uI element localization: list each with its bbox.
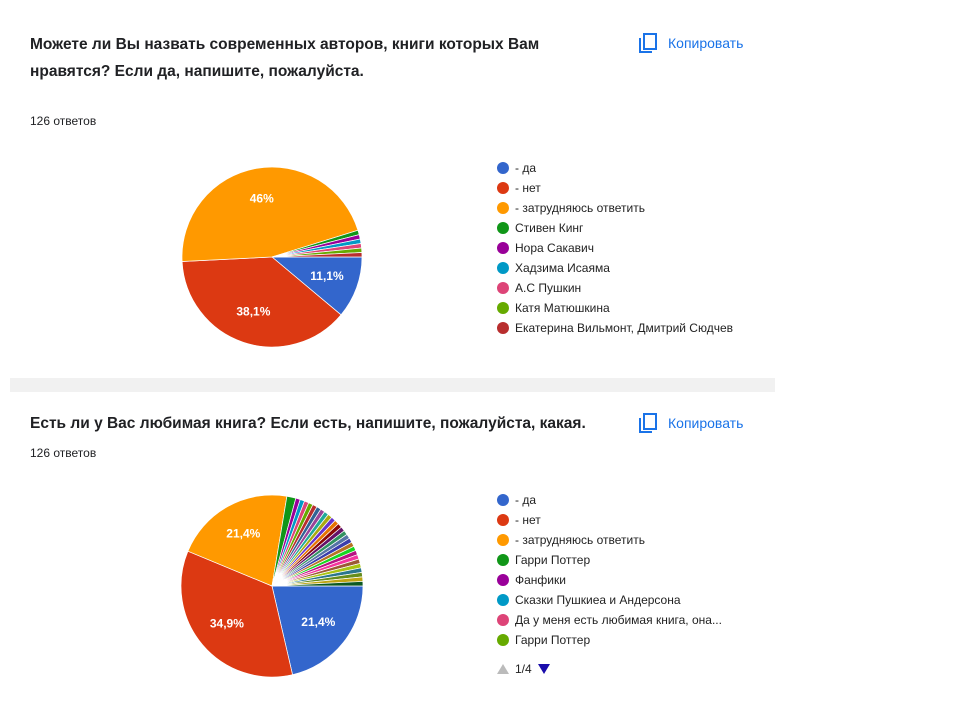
legend-item: - затрудняюсь ответить xyxy=(497,201,737,216)
legend-swatch xyxy=(497,594,509,606)
pie-slice xyxy=(271,585,364,676)
question-card: Есть ли у Вас любимая книга? Если есть, … xyxy=(10,392,775,720)
legend-swatch xyxy=(497,242,509,254)
copy-label[interactable]: Копировать xyxy=(668,35,744,51)
legend-item: Стивен Кинг xyxy=(497,221,737,236)
response-count: 126 ответов xyxy=(30,446,97,460)
pie-slice xyxy=(271,581,364,587)
separator xyxy=(10,378,775,392)
legend-item: Сказки Пушкиеа и Андерсона xyxy=(497,593,737,608)
legend-item: - да xyxy=(497,493,737,508)
pie-slice xyxy=(181,166,359,262)
copy-button[interactable]: Копировать xyxy=(638,32,743,54)
legend-label: Стивен Кинг xyxy=(515,221,584,235)
legend-label: Гарри Поттер xyxy=(515,633,591,647)
pie-slice xyxy=(271,252,363,258)
legend-item: Катя Матюшкина xyxy=(497,301,737,316)
legend-label: Хадзима Исаяма xyxy=(515,261,610,275)
legend-label: - нет xyxy=(515,513,541,527)
legend-label: Гарри Поттер xyxy=(515,553,591,567)
legend-swatch xyxy=(497,182,509,194)
legend: - да - нет - затрудняюсь ответить Гарри Пот… xyxy=(497,493,737,653)
legend-swatch xyxy=(497,322,509,334)
legend-swatch xyxy=(497,222,509,234)
legend-label: - да xyxy=(515,161,537,175)
legend-label: - да xyxy=(515,493,537,507)
slice-label: 11,1% xyxy=(310,269,344,283)
legend-swatch xyxy=(497,614,509,626)
prev-page[interactable] xyxy=(497,664,509,674)
legend-swatch xyxy=(497,554,509,566)
legend-swatch xyxy=(497,302,509,314)
legend-item: - нет xyxy=(497,513,737,528)
legend-item: - да xyxy=(497,161,737,176)
legend: - да - нет - затрудняюсь ответить Стивен Ки… xyxy=(497,161,737,341)
legend-item: А.С Пушкин xyxy=(497,281,737,296)
question-title: Есть ли у Вас любимая книга? Если есть, … xyxy=(30,415,586,432)
pie-chart: 21,4% 34,9% 21,4% xyxy=(180,494,364,678)
question-card: Можете ли Вы назвать современных авторов… xyxy=(10,0,775,378)
legend-label: Нора Сакавич xyxy=(515,241,595,255)
pie-chart: 11,1% 38,1% 46% xyxy=(181,166,363,348)
legend-item: Екатерина Вильмонт, Дмитрий Сюдчев xyxy=(497,321,737,336)
legend-label: Фанфики xyxy=(515,573,566,587)
copy-icon xyxy=(639,33,657,53)
legend-swatch xyxy=(497,634,509,646)
slice-label: 21,4% xyxy=(301,615,335,629)
legend-label: - затрудняюсь ответить xyxy=(515,533,645,547)
legend-swatch xyxy=(497,574,509,586)
legend-swatch xyxy=(497,514,509,526)
legend-swatch xyxy=(497,534,509,546)
legend-swatch xyxy=(497,494,509,506)
copy-button[interactable]: Копировать xyxy=(638,412,743,434)
pie-slice xyxy=(187,494,288,587)
legend-pager: 1/4 xyxy=(497,662,550,676)
slice-label: 38,1% xyxy=(236,305,270,319)
legend-swatch xyxy=(497,202,509,214)
legend-item: - нет xyxy=(497,181,737,196)
legend-swatch xyxy=(497,262,509,274)
legend-item: - затрудняюсь ответить xyxy=(497,533,737,548)
pie-slice xyxy=(181,256,342,348)
response-count: 126 ответов xyxy=(30,114,97,128)
slice-label: 21,4% xyxy=(226,526,260,540)
legend-label: - нет xyxy=(515,181,541,195)
legend-label: - затрудняюсь ответить xyxy=(515,201,645,215)
page-indicator: 1/4 xyxy=(515,662,532,676)
legend-item: Гарри Поттер xyxy=(497,633,737,648)
pie-slice xyxy=(180,550,293,678)
question-title: Можете ли Вы назвать современных авторов… xyxy=(30,36,540,80)
legend-label: Да у меня есть любимая книга, она... xyxy=(515,613,722,627)
copy-label[interactable]: Копировать xyxy=(668,415,744,431)
legend-item: Гарри Поттер xyxy=(497,553,737,568)
legend-item: Нора Сакавич xyxy=(497,241,737,256)
legend-label: Екатерина Вильмонт, Дмитрий Сюдчев xyxy=(515,321,734,335)
legend-swatch xyxy=(497,282,509,294)
legend-label: Катя Матюшкина xyxy=(515,301,610,315)
legend-item: Фанфики xyxy=(497,573,737,588)
slice-label: 34,9% xyxy=(210,616,244,630)
legend-swatch xyxy=(497,162,509,174)
legend-label: Сказки Пушкиеа и Андерсона xyxy=(515,593,681,607)
legend-label: А.С Пушкин xyxy=(515,281,582,295)
legend-item: Да у меня есть любимая книга, она... xyxy=(497,613,737,628)
next-page[interactable] xyxy=(537,664,550,674)
copy-icon xyxy=(639,413,657,433)
slice-label: 46% xyxy=(250,192,274,206)
legend-item: Хадзима Исаяма xyxy=(497,261,737,276)
